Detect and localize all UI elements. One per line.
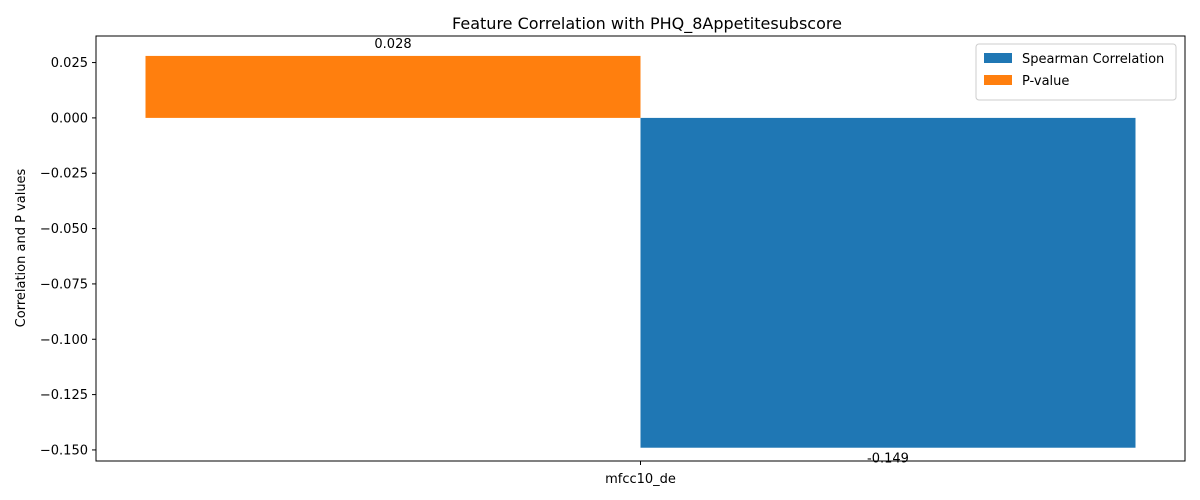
data-label-spearman-correlation: -0.149	[867, 452, 909, 467]
y-tick-label: −0.125	[40, 388, 88, 403]
legend-label: P-value	[1022, 74, 1069, 89]
bar-spearman-correlation	[640, 117, 1136, 448]
bar-p-value	[145, 55, 641, 118]
y-tick-label: 0.000	[51, 111, 88, 126]
chart-title: Feature Correlation with PHQ_8Appetitesu…	[452, 14, 842, 34]
legend: Spearman Correlation P-value	[975, 43, 1177, 101]
y-tick-label: −0.025	[40, 167, 88, 182]
x-tick-label: mfcc10_de	[605, 472, 676, 487]
axes-frame	[95, 35, 1186, 462]
legend-box	[975, 43, 1177, 101]
y-tick-label: −0.150	[40, 443, 88, 458]
y-axis-label: Correlation and P values	[14, 168, 29, 327]
y-tick-label: −0.075	[40, 277, 88, 292]
y-tick-label: −0.100	[40, 333, 88, 348]
data-label-p-value: 0.028	[374, 37, 411, 52]
legend-swatch	[984, 75, 1012, 85]
legend-swatch	[984, 53, 1012, 63]
y-tick-label: 0.025	[51, 56, 88, 71]
legend-label: Spearman Correlation	[1022, 52, 1164, 67]
y-tick-label: −0.050	[40, 222, 88, 237]
plot-area: 0.028 -0.149 mfcc10_de 0.025 0.000 −0.025 −0.0…	[40, 35, 1186, 487]
